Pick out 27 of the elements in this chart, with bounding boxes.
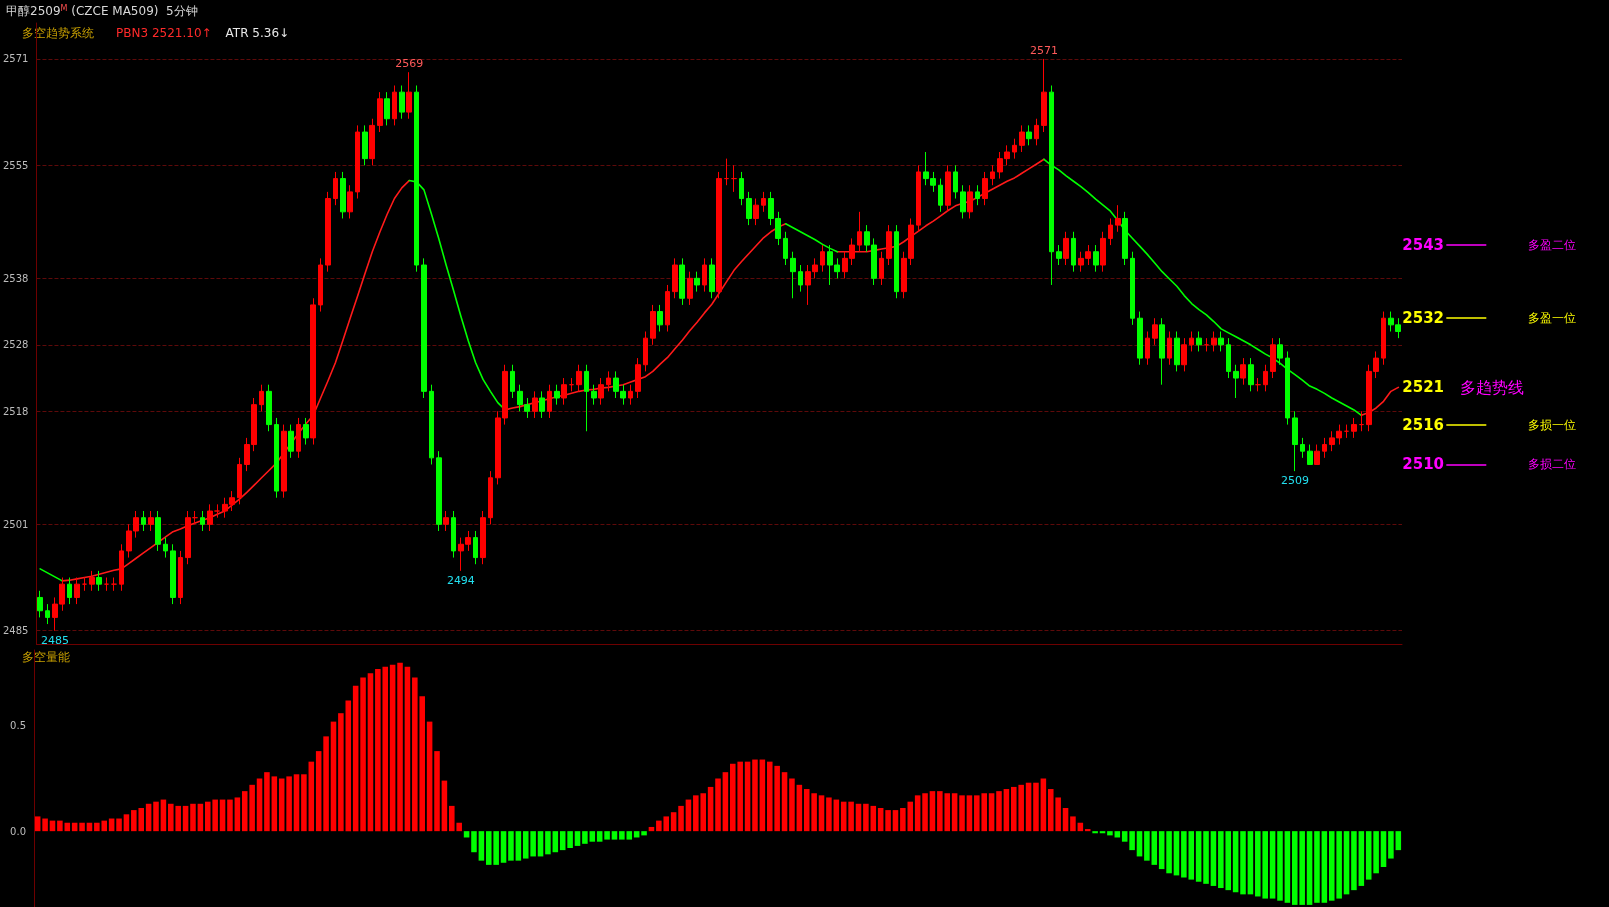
text: 多盈二位 xyxy=(1528,238,1577,253)
annotation: 2494 xyxy=(446,573,475,587)
annotation: 2569 xyxy=(395,57,424,71)
ref-line-label: 2516 xyxy=(1402,415,1445,434)
y-tick-label: 2518 xyxy=(3,405,29,417)
y-tick-label: 2555 xyxy=(3,159,29,171)
annotation: 2485 xyxy=(40,633,69,647)
annotation: PBN3 2521.10↑ xyxy=(116,26,212,40)
text: 多损一位 xyxy=(1528,417,1577,432)
y-tick-label: 2571 xyxy=(3,53,29,65)
annotation: 2509 xyxy=(1280,474,1309,488)
text: 2521 xyxy=(1402,378,1445,397)
annotation: 2571 xyxy=(1030,43,1058,57)
y-tick-label: 2485 xyxy=(3,625,29,637)
text: 多盈一位 xyxy=(1528,311,1577,326)
y-tick-label: 2501 xyxy=(3,518,29,530)
text: 多损二位 xyxy=(1528,457,1577,472)
ref-line-label: 2510 xyxy=(1402,455,1445,474)
y-tick-label: 2538 xyxy=(3,272,29,284)
annotation: ATR 5.36↓ xyxy=(225,26,290,40)
chart-title: 多空量能 xyxy=(22,650,70,664)
y-tick-label: 0.5 xyxy=(10,720,26,732)
y-tick-label: 0.0 xyxy=(10,825,26,837)
text: 多趋势线 xyxy=(1460,377,1525,397)
ref-line-label: 2543 xyxy=(1402,236,1445,255)
y-tick-label: 2528 xyxy=(3,339,29,351)
ref-line-label: 2532 xyxy=(1402,309,1445,328)
